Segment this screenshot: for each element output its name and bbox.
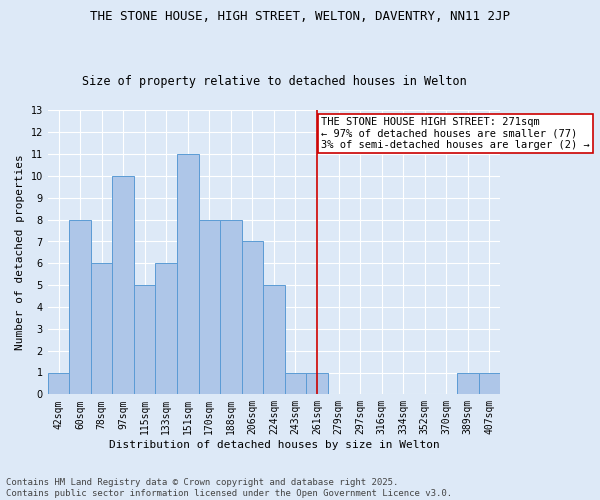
Bar [284,372,306,394]
Bar [70,220,91,394]
Text: THE STONE HOUSE, HIGH STREET, WELTON, DAVENTRY, NN11 2JP: THE STONE HOUSE, HIGH STREET, WELTON, DA… [90,10,510,23]
Bar [112,176,134,394]
Bar [91,264,112,394]
Bar [177,154,199,394]
Bar [263,285,284,395]
Title: Size of property relative to detached houses in Welton: Size of property relative to detached ho… [82,76,466,88]
Bar [242,242,263,394]
Bar [155,264,177,394]
Bar [199,220,220,394]
Text: Contains HM Land Registry data © Crown copyright and database right 2025.
Contai: Contains HM Land Registry data © Crown c… [6,478,452,498]
Bar [134,285,155,395]
Bar [48,372,70,394]
Bar [479,372,500,394]
X-axis label: Distribution of detached houses by size in Welton: Distribution of detached houses by size … [109,440,439,450]
Bar [220,220,242,394]
Bar [457,372,479,394]
Bar [306,372,328,394]
Text: THE STONE HOUSE HIGH STREET: 271sqm
← 97% of detached houses are smaller (77)
3%: THE STONE HOUSE HIGH STREET: 271sqm ← 97… [321,117,590,150]
Y-axis label: Number of detached properties: Number of detached properties [15,154,25,350]
